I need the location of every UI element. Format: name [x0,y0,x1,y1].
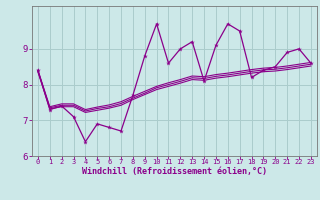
X-axis label: Windchill (Refroidissement éolien,°C): Windchill (Refroidissement éolien,°C) [82,167,267,176]
